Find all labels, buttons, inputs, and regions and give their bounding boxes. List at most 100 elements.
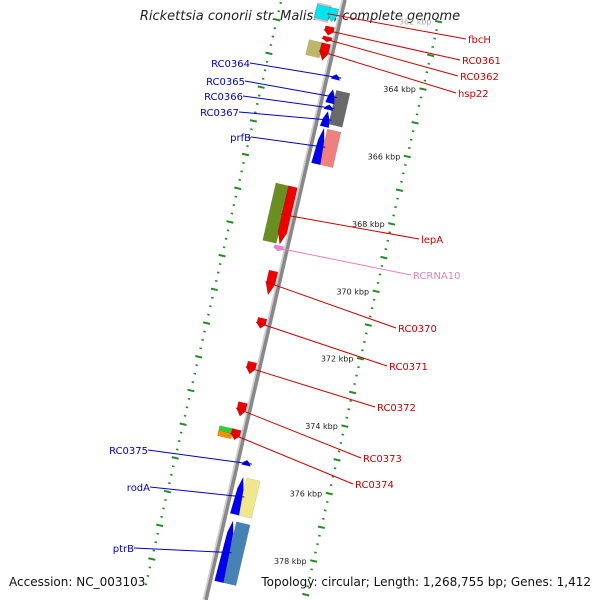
ruler-label: 372 kbp xyxy=(321,355,354,364)
label-leader xyxy=(147,449,252,465)
ruler-label: 368 kbp xyxy=(352,220,385,229)
tick-mark xyxy=(257,85,265,89)
gene-label: lepA xyxy=(421,235,443,246)
tick-mark xyxy=(248,136,251,139)
tick-mark xyxy=(216,271,220,274)
gene-label: rodA xyxy=(127,483,150,494)
tick-mark xyxy=(265,51,273,56)
label-leader xyxy=(323,29,461,61)
tick-mark xyxy=(168,482,171,485)
tick-mark xyxy=(388,222,396,226)
tick-mark xyxy=(277,10,281,13)
tick-mark xyxy=(325,491,333,496)
label-leader xyxy=(318,50,457,94)
cog-bar xyxy=(222,521,251,586)
gene-label: fbcH xyxy=(468,35,491,46)
tick-mark xyxy=(396,197,399,200)
tick-mark xyxy=(241,152,250,157)
tick-mark xyxy=(250,128,253,131)
tick-mark xyxy=(170,473,173,476)
tick-mark xyxy=(187,397,191,400)
gene-label: RCRNA10 xyxy=(413,271,460,282)
label-leader xyxy=(242,95,335,109)
tick-mark xyxy=(207,313,210,316)
label-leader xyxy=(250,136,326,148)
tick-mark xyxy=(210,287,218,292)
backbone-line xyxy=(204,0,347,600)
gene-label: RC0371 xyxy=(389,362,428,373)
tick-mark xyxy=(179,422,187,426)
ruler-label: 370 kbp xyxy=(336,287,369,296)
cog-bar xyxy=(318,128,342,169)
tick-mark xyxy=(339,441,343,445)
tick-mark xyxy=(314,551,317,554)
label-leader xyxy=(235,407,362,459)
tick-mark xyxy=(218,263,222,266)
tick-mark xyxy=(309,559,318,563)
tick-mark xyxy=(179,431,183,434)
tick-mark xyxy=(265,60,269,63)
tick-mark xyxy=(209,305,212,308)
accession-text: Accession: NC_003103 xyxy=(9,575,146,589)
tick-mark xyxy=(357,366,360,369)
gene-rc0372 xyxy=(246,360,258,375)
cog-bar xyxy=(237,477,261,519)
tick-mark xyxy=(234,195,238,198)
tick-mark xyxy=(419,96,423,99)
tick-mark xyxy=(316,543,319,546)
gene-hsp22 xyxy=(319,42,331,61)
tick-mark xyxy=(183,414,187,417)
tick-mark xyxy=(356,356,365,361)
gene-label: RC0372 xyxy=(377,403,416,414)
tick-mark xyxy=(341,424,349,428)
tick-mark xyxy=(423,79,427,82)
tick-mark xyxy=(417,104,421,107)
gene-label: RC0366 xyxy=(204,92,243,103)
gene-label: RC0361 xyxy=(462,56,501,67)
tick-mark xyxy=(317,525,326,530)
tick-mark xyxy=(380,255,388,260)
tick-mark xyxy=(411,130,415,133)
gene-label: RC0367 xyxy=(200,108,239,119)
tick-mark xyxy=(394,206,397,209)
tick-mark xyxy=(249,119,257,123)
cog-bar xyxy=(313,3,332,22)
genome-backbone xyxy=(202,0,347,600)
tick-mark xyxy=(152,549,156,552)
tick-mark xyxy=(224,237,228,240)
tick-mark xyxy=(255,102,259,106)
tick-mark xyxy=(364,332,368,335)
tick-mark xyxy=(318,534,321,537)
gene-label: RC0364 xyxy=(211,59,250,70)
tick-mark xyxy=(433,37,436,40)
gene-labels: fbcH RC0361 RC0362 hsp22 RC0364 RC0365 RC0366 R… xyxy=(109,13,501,555)
tick-mark xyxy=(263,69,267,72)
label-leader xyxy=(149,486,245,498)
ruler-label: 378 kbp xyxy=(274,557,307,566)
tick-mark xyxy=(273,17,281,22)
gene-label: hsp22 xyxy=(458,89,489,100)
tick-mark xyxy=(171,456,179,460)
tick-mark xyxy=(242,161,245,165)
map-title: Rickettsia conorii str. Malish 7, comple… xyxy=(139,9,461,24)
gene-rc0370 xyxy=(265,269,279,296)
tick-mark xyxy=(199,347,203,350)
tick-mark xyxy=(353,382,356,386)
ruler-label: 376 kbp xyxy=(290,490,323,499)
tick-mark xyxy=(348,390,357,395)
gene-rc0371 xyxy=(256,316,268,329)
tick-mark xyxy=(246,145,249,148)
tick-mark xyxy=(388,231,392,234)
label-leader xyxy=(245,366,376,408)
label-leader xyxy=(244,80,337,99)
tick-mark xyxy=(402,172,405,175)
tick-mark xyxy=(202,321,211,325)
label-leader xyxy=(273,246,412,276)
gene-rc0365 xyxy=(325,88,335,105)
tick-mark xyxy=(193,372,197,375)
tick-mark xyxy=(372,289,380,294)
tick-mark xyxy=(386,239,390,242)
ruler-label: 362 kbp xyxy=(399,18,432,27)
tick-mark xyxy=(238,178,242,181)
tick-mark xyxy=(427,53,435,58)
